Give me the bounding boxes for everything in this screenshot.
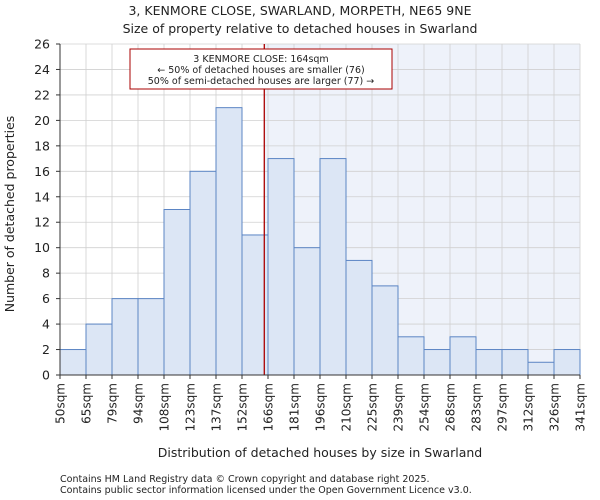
x-tick-label: 65sqm bbox=[80, 383, 94, 424]
x-tick-label: 152sqm bbox=[236, 383, 250, 431]
bar bbox=[189, 170, 217, 376]
bar bbox=[85, 323, 113, 376]
bar bbox=[501, 349, 529, 376]
x-tick-label: 312sqm bbox=[522, 383, 536, 431]
chart-title: 3, KENMORE CLOSE, SWARLAND, MORPETH, NE6… bbox=[128, 3, 471, 18]
bar bbox=[137, 298, 165, 376]
bar bbox=[215, 107, 243, 376]
bar bbox=[553, 349, 581, 376]
x-tick-label: 283sqm bbox=[470, 383, 484, 431]
x-tick-labels: 50sqm 65sqm 79sqm 94sqm 108sqm 123sqm 137sqm 15… bbox=[54, 375, 588, 431]
x-tick-label: 137sqm bbox=[210, 383, 224, 431]
annotation-larger: 50% of semi-detached houses are larger (… bbox=[148, 76, 375, 87]
x-tick-label: 254sqm bbox=[418, 383, 432, 431]
bar bbox=[267, 158, 295, 376]
bar bbox=[371, 285, 399, 376]
bar bbox=[293, 247, 321, 376]
y-tick-label: 12 bbox=[34, 215, 50, 230]
y-tick-label: 26 bbox=[34, 37, 50, 52]
x-tick-label: 326sqm bbox=[548, 383, 562, 431]
y-tick-label: 8 bbox=[42, 266, 50, 281]
y-tick-label: 0 bbox=[42, 368, 50, 383]
annotation-box: 3 KENMORE CLOSE: 164sqm ← 50% of detache… bbox=[129, 48, 393, 90]
x-tick-label: 239sqm bbox=[392, 383, 406, 431]
x-tick-label: 123sqm bbox=[184, 383, 198, 431]
bar bbox=[111, 298, 139, 376]
x-tick-label: 196sqm bbox=[314, 383, 328, 431]
y-axis-label: Number of detached properties bbox=[2, 116, 17, 313]
footer-line-2: Contains public sector information licen… bbox=[60, 485, 472, 496]
annotation-frame bbox=[129, 48, 393, 90]
x-axis-label: Distribution of detached houses by size … bbox=[158, 445, 483, 460]
chart-subtitle: Size of property relative to detached ho… bbox=[123, 21, 478, 36]
y-tick-label: 4 bbox=[42, 317, 50, 332]
bar bbox=[59, 349, 87, 376]
bar bbox=[319, 158, 347, 376]
x-tick-label: 108sqm bbox=[158, 383, 172, 431]
bars-group bbox=[59, 107, 581, 376]
x-tick-label: 94sqm bbox=[132, 383, 146, 424]
y-tick-label: 16 bbox=[34, 164, 50, 179]
x-tick-label: 166sqm bbox=[262, 383, 276, 431]
y-tick-label: 14 bbox=[34, 189, 50, 204]
x-tick-label: 181sqm bbox=[288, 383, 302, 431]
y-tick-label: 20 bbox=[34, 113, 50, 128]
x-tick-label: 268sqm bbox=[444, 383, 458, 431]
bar bbox=[163, 209, 191, 376]
bar bbox=[423, 349, 451, 376]
x-tick-label: 341sqm bbox=[574, 383, 588, 431]
bar bbox=[449, 336, 477, 376]
y-tick-label: 18 bbox=[34, 138, 50, 153]
y-tick-label: 24 bbox=[34, 62, 50, 77]
bar bbox=[475, 349, 503, 376]
y-tick-label: 6 bbox=[42, 291, 50, 306]
bar bbox=[527, 361, 555, 376]
y-tick-label: 2 bbox=[42, 342, 50, 357]
x-tick-label: 297sqm bbox=[496, 383, 510, 431]
bar bbox=[397, 336, 425, 376]
footer-line-1: Contains HM Land Registry data © Crown c… bbox=[60, 474, 430, 485]
x-tick-label: 50sqm bbox=[54, 383, 68, 424]
y-tick-label: 10 bbox=[34, 240, 50, 255]
x-tick-label: 210sqm bbox=[340, 383, 354, 431]
bar bbox=[345, 259, 373, 376]
annotation-title: 3 KENMORE CLOSE: 164sqm bbox=[193, 54, 328, 65]
x-tick-label: 225sqm bbox=[366, 383, 380, 431]
x-tick-label: 79sqm bbox=[106, 383, 120, 424]
y-tick-label: 22 bbox=[34, 87, 50, 102]
annotation-smaller: ← 50% of detached houses are smaller (76… bbox=[157, 65, 364, 76]
